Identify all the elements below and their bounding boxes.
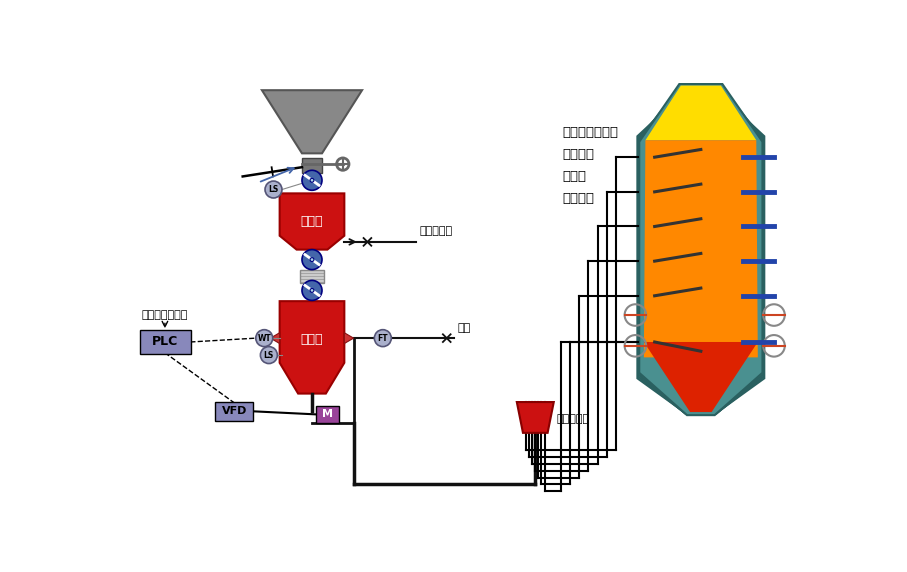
Text: 收料罐: 收料罐 <box>301 215 323 228</box>
Circle shape <box>302 170 322 190</box>
FancyBboxPatch shape <box>302 158 322 173</box>
Circle shape <box>310 288 314 292</box>
Polygon shape <box>279 193 345 249</box>
Circle shape <box>256 329 273 347</box>
FancyBboxPatch shape <box>299 271 325 283</box>
FancyBboxPatch shape <box>215 402 253 420</box>
Polygon shape <box>638 102 765 411</box>
Text: 管路分配器: 管路分配器 <box>557 414 590 424</box>
Text: VFD: VFD <box>221 406 247 416</box>
Text: WT: WT <box>258 333 271 343</box>
Polygon shape <box>270 333 279 344</box>
Polygon shape <box>262 90 362 153</box>
Circle shape <box>302 280 322 300</box>
Text: LS: LS <box>268 185 278 194</box>
Polygon shape <box>345 333 354 344</box>
FancyBboxPatch shape <box>316 406 339 423</box>
Polygon shape <box>638 96 764 412</box>
Text: 气源: 气源 <box>457 323 471 333</box>
Text: 噴吹罐: 噴吹罐 <box>301 333 323 347</box>
Text: 流化加压气: 流化加压气 <box>419 227 453 236</box>
Text: PLC: PLC <box>151 336 178 348</box>
Text: 给料里连续可调: 给料里连续可调 <box>141 310 188 320</box>
Polygon shape <box>517 402 554 433</box>
Polygon shape <box>644 140 758 358</box>
Text: M: M <box>322 410 333 419</box>
Circle shape <box>310 257 314 261</box>
Text: LS: LS <box>264 351 274 360</box>
Circle shape <box>302 249 322 269</box>
Polygon shape <box>639 90 763 414</box>
Polygon shape <box>639 84 763 415</box>
Circle shape <box>310 178 314 182</box>
Text: 循环流化床锅炉
炼铁高炉
燔炼炉
炼钗电炉: 循环流化床锅炉 炼铁高炉 燔炼炉 炼钗电炉 <box>562 126 619 205</box>
Text: FT: FT <box>377 333 388 343</box>
Polygon shape <box>279 301 345 394</box>
Circle shape <box>260 347 278 364</box>
Circle shape <box>375 329 391 347</box>
Polygon shape <box>646 86 756 140</box>
Polygon shape <box>644 342 758 412</box>
Circle shape <box>265 181 282 198</box>
FancyBboxPatch shape <box>140 331 191 353</box>
